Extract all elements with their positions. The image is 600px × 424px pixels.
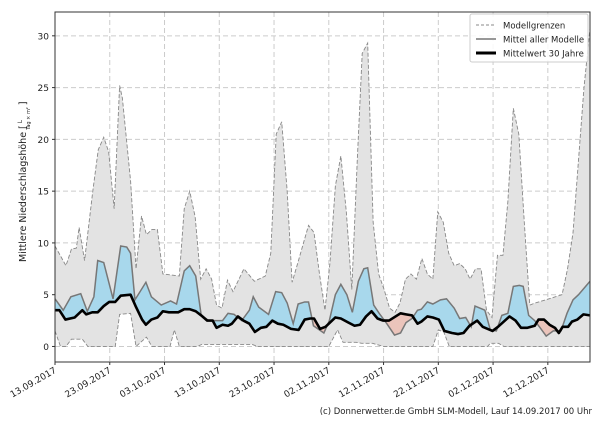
x-tick-label: 12.11.2017 xyxy=(337,366,387,400)
plot-frame xyxy=(54,11,591,363)
y-tick-label: 0 xyxy=(43,343,49,353)
upper-bound-line xyxy=(54,28,591,319)
x-axis: 13.09.2017 23.09.2017 03.10.2017 13.10.2017… xyxy=(9,362,551,400)
y-axis-label: Mittlere Niederschlagshöhe [ L Tag × m²] xyxy=(17,101,32,262)
y-axis-label-close: ] xyxy=(18,101,29,105)
y-tick-label: 25 xyxy=(38,84,49,94)
y-tick-label: 30 xyxy=(38,32,50,42)
legend-label-bounds: Modellgrenzen xyxy=(503,22,565,32)
climate-mean-line xyxy=(55,293,591,336)
x-tick-label: 23.09.2017 xyxy=(64,366,114,400)
above-normal-fill xyxy=(413,298,471,335)
x-tick-label: 12.12.2017 xyxy=(502,366,552,400)
x-tick-label: 02.12.2017 xyxy=(447,366,497,400)
legend-box xyxy=(469,13,589,63)
y-axis-unit-denominator: Tag × m² xyxy=(26,107,32,131)
x-tick-label: 23.10.2017 xyxy=(228,366,278,400)
y-tick-label: 10 xyxy=(38,239,50,249)
y-axis: 0 5 10 15 20 25 30 xyxy=(38,32,55,353)
lines xyxy=(54,28,591,348)
below-normal-fill xyxy=(384,313,414,336)
x-tick-label: 03.10.2017 xyxy=(118,366,168,400)
y-axis-unit-numerator: L xyxy=(17,119,24,123)
x-tick-label: 13.09.2017 xyxy=(9,366,59,400)
legend-label-climate: Mittelwert 30 Jahre xyxy=(503,50,584,60)
below-normal-fill xyxy=(536,319,558,337)
lower-bound-line xyxy=(54,312,590,348)
y-tick-label: 20 xyxy=(38,136,50,146)
y-tick-label: 5 xyxy=(43,291,49,301)
model-mean-line xyxy=(54,245,591,338)
x-tick-label: 13.10.2017 xyxy=(173,366,223,400)
y-axis-label-text: Mittlere Niederschlagshöhe [ xyxy=(18,125,29,262)
legend: Modellgrenzen Mittel aller Modelle Mitte… xyxy=(469,13,589,63)
x-tick-label: 22.11.2017 xyxy=(392,366,442,400)
below-normal-fill xyxy=(312,318,328,334)
legend-label-mean: Mittel aller Modelle xyxy=(503,36,584,46)
footer-credit: (c) Donnerwetter.de GmbH SLM-Modell, Lau… xyxy=(320,407,593,417)
above-normal-fill xyxy=(562,281,590,327)
above-normal-fill xyxy=(242,291,313,332)
y-tick-label: 15 xyxy=(38,188,49,198)
x-tick-label: 02.11.2017 xyxy=(283,366,333,400)
